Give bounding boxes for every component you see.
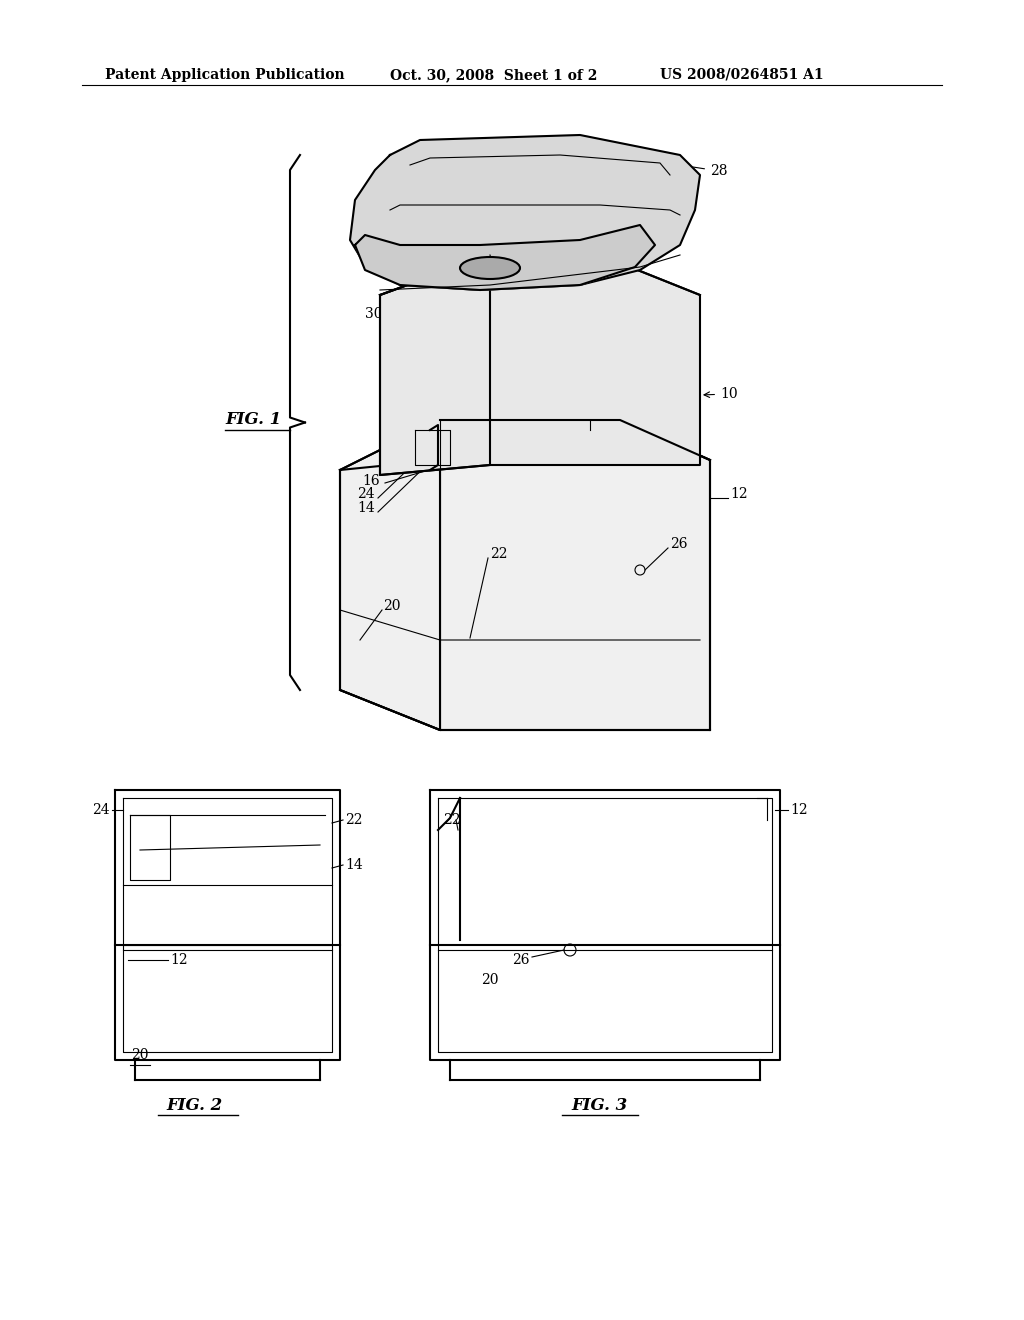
Text: Oct. 30, 2008  Sheet 1 of 2: Oct. 30, 2008 Sheet 1 of 2 xyxy=(390,69,597,82)
Text: 22: 22 xyxy=(490,546,508,561)
Polygon shape xyxy=(350,135,700,290)
Text: 16: 16 xyxy=(362,474,380,488)
Text: 30: 30 xyxy=(365,281,413,321)
Text: 24: 24 xyxy=(357,487,375,502)
Text: FIG. 3: FIG. 3 xyxy=(571,1097,628,1114)
Text: 28: 28 xyxy=(683,164,727,178)
Text: 20: 20 xyxy=(131,1048,148,1063)
Text: FIG. 1: FIG. 1 xyxy=(225,412,282,429)
Text: 26: 26 xyxy=(512,953,530,968)
Text: 14: 14 xyxy=(357,502,375,515)
Text: 22: 22 xyxy=(345,813,362,828)
Text: 14: 14 xyxy=(345,858,362,873)
Text: 10: 10 xyxy=(705,387,737,401)
Text: Patent Application Publication: Patent Application Publication xyxy=(105,69,345,82)
Polygon shape xyxy=(355,224,655,290)
Text: 12: 12 xyxy=(170,953,187,968)
Ellipse shape xyxy=(460,257,520,279)
Text: 20: 20 xyxy=(383,599,400,612)
Text: FIG. 2: FIG. 2 xyxy=(167,1097,223,1114)
Polygon shape xyxy=(380,255,700,475)
Polygon shape xyxy=(340,420,710,730)
Text: 18: 18 xyxy=(648,337,682,352)
Text: 24: 24 xyxy=(92,803,110,817)
Text: 12: 12 xyxy=(790,803,808,817)
Text: 20: 20 xyxy=(481,973,499,987)
Text: US 2008/0264851 A1: US 2008/0264851 A1 xyxy=(660,69,823,82)
Text: 12: 12 xyxy=(730,487,748,502)
Text: 22: 22 xyxy=(443,813,461,828)
Text: 26: 26 xyxy=(670,537,687,550)
